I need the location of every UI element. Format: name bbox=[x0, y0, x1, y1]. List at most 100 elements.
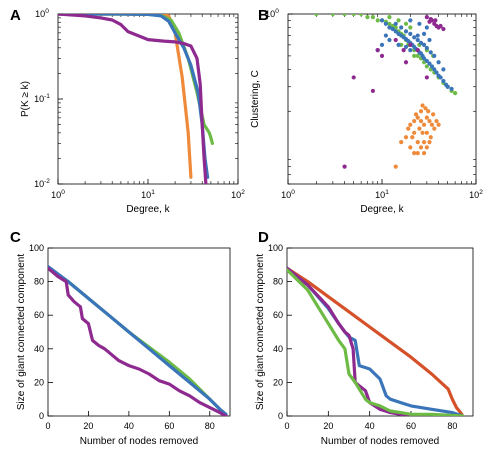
scatter-point-orange bbox=[426, 109, 431, 114]
scatter-point-blue bbox=[436, 60, 441, 65]
scatter-point-green bbox=[359, 14, 364, 17]
panel-label: B bbox=[258, 7, 269, 24]
x-tick-label: 60 bbox=[164, 421, 174, 431]
scatter-point-green bbox=[365, 14, 370, 20]
series-line-blue bbox=[48, 264, 228, 416]
scatter-point-blue bbox=[412, 35, 417, 40]
panel-c: C 0 20 40 60 80 0 20 40 60 80 100 Number of nodes re… bbox=[10, 229, 231, 447]
plot-area bbox=[287, 266, 465, 416]
y-tick-label: 100 bbox=[29, 243, 44, 253]
plot-area bbox=[48, 264, 228, 416]
x-tick-label: 100 bbox=[51, 189, 65, 200]
scatter-point-orange bbox=[432, 126, 437, 131]
y-tick-label: 20 bbox=[273, 377, 283, 387]
scatter-point-purple bbox=[393, 37, 398, 43]
y-tick-label: 20 bbox=[34, 377, 44, 387]
scatter-point-green bbox=[424, 64, 429, 69]
scatter-point-orange bbox=[429, 122, 435, 127]
scatter-point-orange bbox=[412, 151, 417, 156]
y-tick-label: 40 bbox=[34, 344, 44, 354]
scatter-point-purple bbox=[438, 23, 443, 29]
scatter-point-purple bbox=[415, 48, 420, 53]
y-axis-label: Size of giant connected component bbox=[255, 254, 266, 410]
scatter-point-green bbox=[403, 21, 409, 26]
scatter-point-purple bbox=[424, 14, 429, 20]
scatter-point-green bbox=[387, 14, 392, 20]
scatter-point-orange bbox=[412, 130, 417, 135]
plot-frame bbox=[287, 13, 477, 185]
scatter-point-purple bbox=[379, 53, 385, 58]
scatter-point-blue bbox=[399, 25, 404, 30]
scatter-point-orange bbox=[427, 140, 432, 145]
scatter-point-blue bbox=[390, 26, 395, 32]
scatter-point-orange bbox=[424, 145, 429, 150]
scatter-point-orange bbox=[408, 145, 413, 150]
scatter-point-orange bbox=[420, 103, 425, 108]
scatter-point-blue bbox=[449, 86, 454, 91]
scatter-point-orange bbox=[415, 151, 420, 156]
scatter-point-blue bbox=[408, 31, 413, 36]
scatter-point-blue bbox=[424, 45, 429, 51]
scatter-point-orange bbox=[408, 122, 413, 127]
panel-d: D 0 20 40 60 80 0 20 40 60 80 100 Number of nodes re… bbox=[255, 229, 474, 447]
scatter-point-blue bbox=[438, 75, 443, 80]
scatter-point-orange bbox=[418, 118, 424, 124]
scatter-point-orange bbox=[412, 118, 417, 124]
y-tick-label: 100 bbox=[268, 243, 283, 253]
scatter-point-blue bbox=[415, 37, 420, 43]
scatter-point-blue bbox=[379, 18, 385, 23]
scatter-point-purple bbox=[375, 48, 380, 53]
scatter-point-blue bbox=[432, 67, 437, 72]
scatter-point-purple bbox=[433, 18, 438, 23]
scatter-point-purple bbox=[370, 88, 375, 94]
y-axis-label: P(K ≥ k) bbox=[20, 81, 31, 117]
scatter-point-green bbox=[453, 91, 458, 96]
x-tick-label: 80 bbox=[205, 421, 215, 431]
scatter-point-blue bbox=[424, 58, 429, 64]
scatter-point-green bbox=[342, 14, 347, 17]
y-axis-label: Size of giant connected component bbox=[16, 254, 27, 410]
scatter-point-blue bbox=[393, 21, 398, 26]
scatter-point-green bbox=[330, 14, 335, 17]
scatter-point-blue bbox=[387, 25, 392, 30]
scatter-point-orange bbox=[421, 140, 427, 145]
scatter-point-orange bbox=[418, 145, 424, 150]
x-tick-label: 60 bbox=[406, 421, 416, 431]
scatter-point-blue bbox=[445, 84, 450, 89]
scatter-point-purple bbox=[342, 164, 347, 169]
scatter-point-orange bbox=[436, 122, 441, 127]
y-tick-label: 80 bbox=[34, 277, 44, 287]
scatter-point-orange bbox=[417, 126, 422, 131]
scatter-point-orange bbox=[393, 164, 398, 169]
scatter-point-green bbox=[314, 14, 319, 17]
scatter-point-blue bbox=[408, 18, 413, 23]
scatter-point-orange bbox=[415, 115, 420, 120]
y-tick-label: 0 bbox=[39, 411, 44, 421]
scatter-point-orange bbox=[424, 130, 429, 135]
scatter-point-orange bbox=[427, 118, 432, 124]
x-tick-label: 0 bbox=[45, 421, 50, 431]
scatter-point-blue bbox=[383, 21, 388, 26]
x-axis-label: Degree, k bbox=[360, 204, 404, 215]
plot-area bbox=[314, 14, 458, 169]
scatter-point-blue bbox=[387, 37, 392, 43]
y-tick-label: 40 bbox=[273, 344, 283, 354]
scatter-point-green bbox=[415, 53, 420, 58]
x-tick-label: 100 bbox=[281, 189, 295, 200]
scatter-point-purple bbox=[428, 16, 433, 22]
scatter-point-blue bbox=[418, 40, 424, 45]
panel-a: A 100 101 102 10-2 10-1 100 Degree, k P(K ≥ k) bbox=[10, 7, 245, 215]
scatter-point-blue bbox=[441, 67, 446, 72]
x-tick-label: 20 bbox=[323, 421, 333, 431]
y-tick-label: 100 bbox=[265, 8, 279, 19]
x-tick-label: 40 bbox=[124, 421, 134, 431]
y-tick-label: 0 bbox=[278, 411, 283, 421]
scatter-point-orange bbox=[418, 109, 424, 114]
x-tick-label: 20 bbox=[83, 421, 93, 431]
y-tick-label: 60 bbox=[34, 310, 44, 320]
scatter-point-blue bbox=[396, 42, 401, 47]
scatter-point-blue bbox=[427, 37, 432, 43]
y-tick-label: 100 bbox=[35, 8, 49, 19]
scatter-point-green bbox=[370, 14, 375, 20]
scatter-point-orange bbox=[403, 135, 409, 140]
